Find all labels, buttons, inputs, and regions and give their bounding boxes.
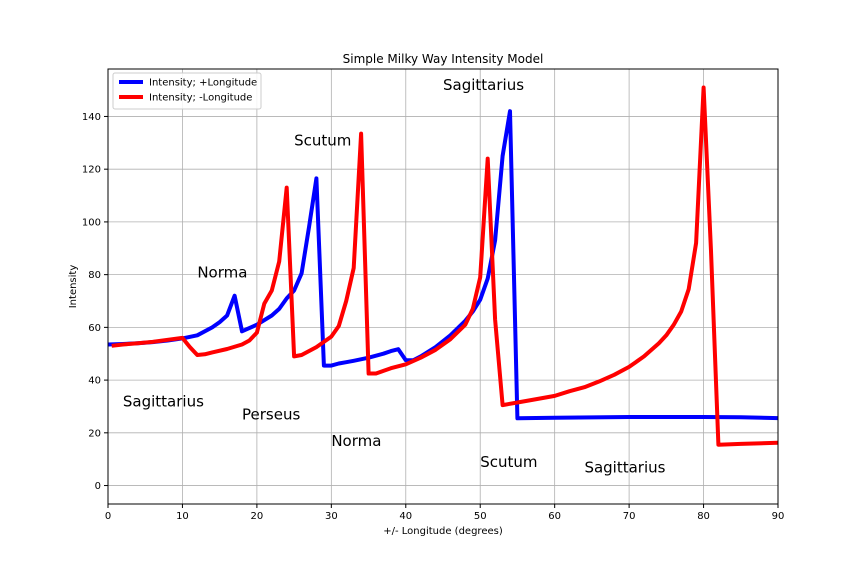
x-tick-label: 80 xyxy=(697,511,710,522)
x-tick-label: 50 xyxy=(474,511,487,522)
y-tick-label: 20 xyxy=(88,428,101,439)
plot-frame xyxy=(107,68,779,505)
y-axis-label: Intensity xyxy=(68,265,79,309)
annotation-label: Norma xyxy=(197,263,247,281)
annotation-label: Scutum xyxy=(294,131,351,149)
series-line-plus-longitude xyxy=(107,109,779,421)
x-tick-label: 70 xyxy=(623,511,636,522)
x-tick-label: 20 xyxy=(251,511,264,522)
annotation-label: Norma xyxy=(331,432,381,450)
y-tick-label: 80 xyxy=(88,270,101,281)
annotation-label: Sagittarius xyxy=(443,76,524,94)
legend-label: Intensity; +Longitude xyxy=(149,78,257,89)
annotation-label: Sagittarius xyxy=(123,392,204,410)
legend: Intensity; +Longitude Intensity; -Longitu… xyxy=(112,72,262,110)
y-tick-label: 100 xyxy=(82,217,101,228)
series-lines xyxy=(107,85,779,447)
plot-area xyxy=(108,69,778,504)
y-tick-label: 0 xyxy=(95,481,101,492)
annotation-label: Scutum xyxy=(480,453,537,471)
legend-label: Intensity; -Longitude xyxy=(149,93,252,104)
legend-box xyxy=(112,72,262,110)
x-tick-label: 10 xyxy=(176,511,189,522)
chart-title: Simple Milky Way Intensity Model xyxy=(343,52,544,66)
y-tick-label: 120 xyxy=(82,165,101,176)
x-tick-label: 30 xyxy=(325,511,338,522)
x-tick-label: 90 xyxy=(772,511,785,522)
axis-ticks: 0 10 20 30 40 50 60 70 80 90 0 20 40 60 80 100 120 140 xyxy=(82,112,784,522)
annotation-label: Perseus xyxy=(242,406,300,424)
annotation-label: Sagittarius xyxy=(584,458,665,476)
series-line-minus-longitude xyxy=(111,85,779,447)
y-tick-label: 140 xyxy=(82,112,101,123)
x-tick-label: 60 xyxy=(548,511,561,522)
x-tick-label: 40 xyxy=(399,511,412,522)
y-tick-label: 60 xyxy=(88,323,101,334)
x-tick-label: 0 xyxy=(105,511,111,522)
annotations: Norma Scutum Sagittarius Sagittarius Perseus… xyxy=(123,76,666,476)
y-tick-label: 40 xyxy=(88,376,101,387)
x-axis-label: +/- Longitude (degrees) xyxy=(383,526,503,537)
